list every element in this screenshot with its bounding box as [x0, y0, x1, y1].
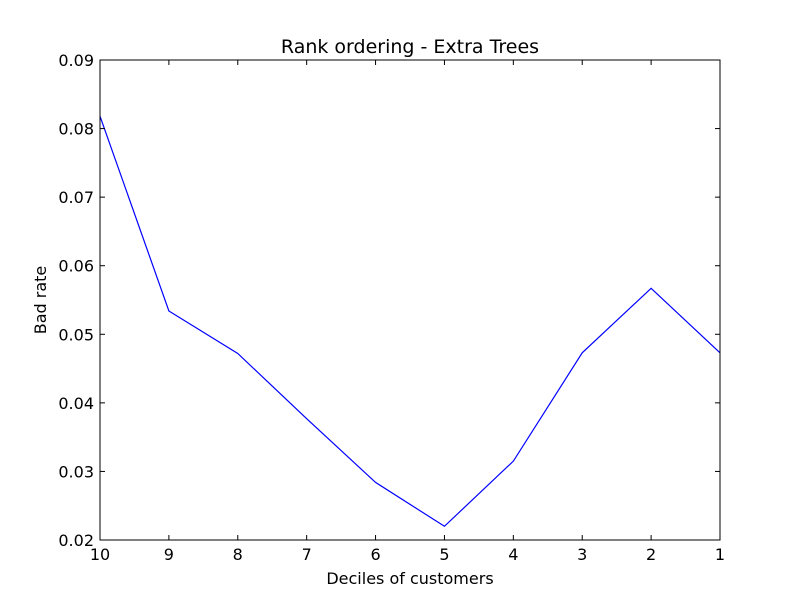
y-tick-label: 0.09: [58, 51, 94, 70]
y-axis-label: Bad rate: [31, 266, 50, 335]
y-tick-label: 0.05: [58, 325, 94, 344]
series-line-1: [99, 116, 721, 528]
chart-title: Rank ordering - Extra Trees: [281, 36, 539, 58]
plot-area: 10 9 8 7 6 5 4 3 2 1 0.02 0.03 0.04 0.05 0.06 0.07 0.08 0…: [58, 51, 725, 564]
x-tick-label: 10: [90, 545, 110, 564]
y-tick-label: 0.06: [58, 257, 94, 276]
x-tick-label: 3: [577, 545, 587, 564]
x-tick-label: 2: [646, 545, 656, 564]
x-axis-label: Deciles of customers: [326, 569, 493, 588]
y-tick-label: 0.03: [58, 462, 94, 481]
y-tick-label: 0.04: [58, 394, 94, 413]
axes-frame: [99, 59, 721, 541]
y-tick-label: 0.08: [58, 120, 94, 139]
x-tick-label: 1: [715, 545, 725, 564]
x-tick-label: 7: [302, 545, 312, 564]
x-tick-label: 6: [370, 545, 380, 564]
y-tick-label: 0.07: [58, 188, 94, 207]
x-tick-label: 9: [164, 545, 174, 564]
x-tick-label: 4: [508, 545, 518, 564]
x-tick-label: 5: [439, 545, 449, 564]
x-tick-label: 8: [233, 545, 243, 564]
y-tick-label: 0.02: [58, 531, 94, 550]
